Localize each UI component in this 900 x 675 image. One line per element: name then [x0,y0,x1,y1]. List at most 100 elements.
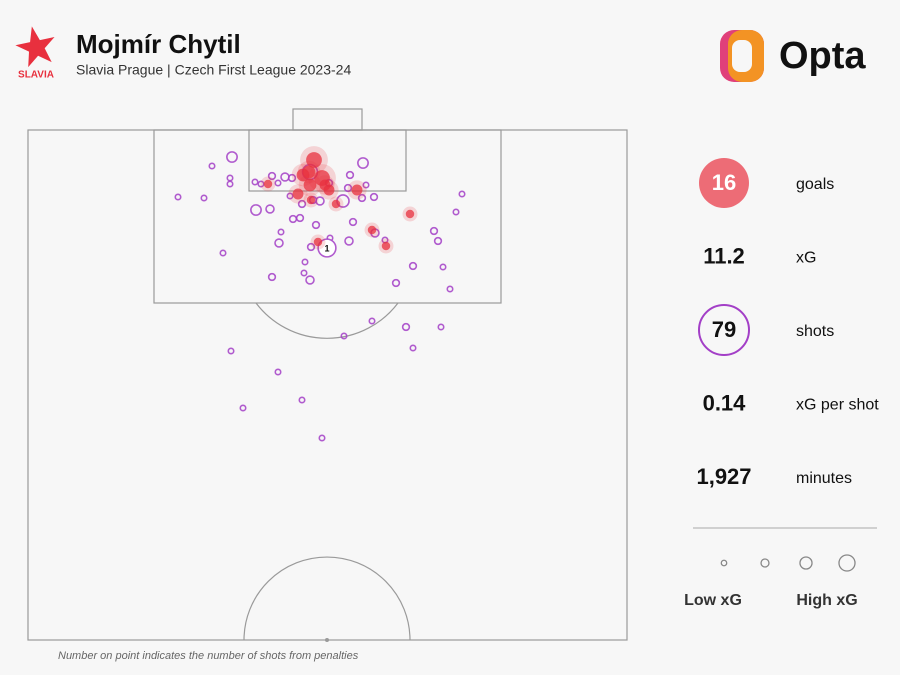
shot [344,236,354,246]
stat-label: minutes [796,470,852,487]
shot [318,434,326,442]
shot [439,263,447,271]
shot [391,278,401,288]
stat-value: 16 [712,170,736,195]
shot [267,272,277,282]
shot [458,190,466,198]
shot [274,238,284,248]
shot [208,162,216,170]
stat-value: 0.14 [703,390,747,415]
shot [311,220,321,230]
shot [250,204,262,216]
chart-title: Mojmír Chytil [76,29,241,59]
shot [226,151,238,163]
penalty-box [153,129,502,304]
shot [265,204,275,214]
stat-value: 1,927 [696,464,751,489]
shot [437,323,445,331]
size-legend-circle [720,559,728,567]
shot [286,192,294,200]
goal-shot [263,179,273,189]
goal-shot [331,199,341,209]
center-circle [243,556,411,641]
shot [277,228,285,236]
shot [362,181,370,189]
shot [257,180,265,188]
brand-logo: Opta [720,30,866,82]
shot [301,258,309,266]
shot [345,170,355,180]
shot [295,213,305,223]
goal [292,108,363,131]
shot [298,396,306,404]
goal-shot [306,195,316,205]
shot [408,261,418,271]
shot [227,347,235,355]
shot [317,238,337,258]
shot [369,192,379,202]
goal-shot [303,178,317,192]
shot [280,172,290,182]
goal-shot [367,225,377,235]
shot [267,171,277,181]
shot [274,179,282,187]
shot [226,180,234,188]
size-legend-low: Low xG [684,592,742,609]
logo-text: SLAVIA [18,70,54,81]
goal-shot [319,179,331,191]
size-legend-circle [760,558,770,568]
shot [357,157,369,169]
shot [219,249,227,257]
stat-badge [699,158,749,208]
logo-shape [732,40,752,72]
goal-shot [351,184,363,196]
shot [409,344,417,352]
stat-label: xG [796,250,816,267]
shot [357,193,367,203]
shot [340,332,348,340]
goal-shot [292,188,304,200]
team-logo: SLAVIA [15,26,55,81]
goal-shot [302,165,316,179]
shot [200,194,208,202]
goal-shot [405,209,415,219]
goal-shot [381,241,391,251]
logo-star [15,26,55,68]
stat-label: shots [796,323,834,340]
shot [226,174,234,182]
shots: 1 [174,146,466,442]
stat-badge [698,304,750,356]
shot [368,317,376,325]
chart-subtitle: Slavia Prague | Czech First League 2023-… [76,62,351,78]
shot [348,217,358,227]
pitch-outline [27,129,628,641]
shot [429,226,439,236]
stat-value: 79 [712,317,736,342]
size-legend-circle [799,556,813,570]
center-spot [325,638,329,642]
shot [251,178,259,186]
brand-name: Opta [779,35,866,77]
shot [288,214,298,224]
goal-shot [306,152,322,168]
shot [287,173,297,183]
stat-label: xG per shot [796,397,879,414]
shot [343,183,353,193]
size-legend-high: High xG [796,592,857,609]
stat-value: 11.2 [703,243,745,268]
shot [446,285,454,293]
penalty-count: 1 [324,243,329,253]
stat-label: goals [796,176,834,193]
shot [401,322,411,332]
shot [305,275,315,285]
shot [452,208,460,216]
shot [239,404,247,412]
shot [306,242,316,252]
shot [433,236,443,246]
shot [274,368,282,376]
penalty-arc [255,302,399,339]
shot [300,269,308,277]
shot [174,193,182,201]
footnote: Number on point indicates the number of … [58,650,359,662]
